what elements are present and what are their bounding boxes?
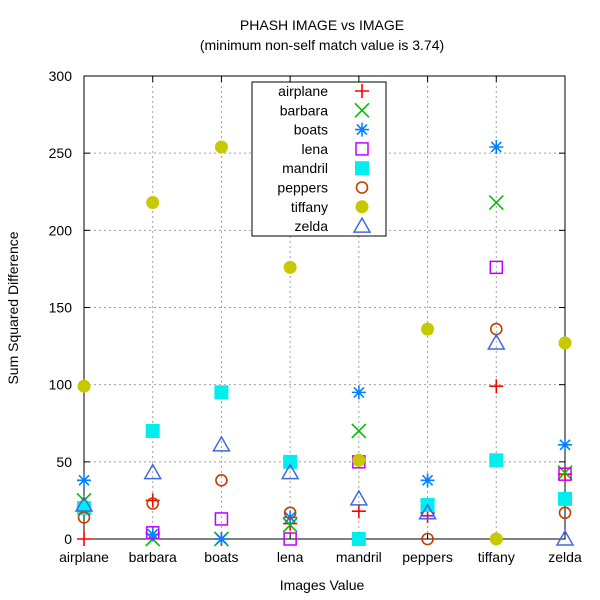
y-tick-label: 250	[49, 145, 73, 161]
point-boats-barbara	[145, 527, 160, 542]
point-lena-tiffany	[489, 260, 504, 275]
x-axis-label: Images Value	[280, 577, 365, 593]
series-barbara	[76, 194, 573, 547]
point-zelda-tiffany	[486, 333, 506, 350]
legend: airplane barbara boats lena mandril peppers ti…	[251, 81, 387, 237]
legend-marker-boats	[355, 122, 369, 137]
point-peppers-barbara	[146, 497, 160, 510]
point-mandril-mandril	[351, 532, 366, 546]
x-tick-label: tiffany	[478, 549, 515, 565]
point-tiffany-tiffany	[489, 532, 503, 546]
point-lena-zelda	[558, 467, 572, 481]
point-boats-zelda	[558, 437, 572, 452]
legend-label: boats	[294, 122, 328, 138]
point-barbara-lena	[282, 517, 298, 533]
x-tick-label: mandril	[336, 549, 382, 565]
legend-marker-airplane	[355, 84, 369, 98]
point-tiffany-barbara	[146, 196, 160, 210]
point-zelda-boats	[212, 435, 231, 452]
point-barbara-mandril	[351, 423, 367, 439]
point-tiffany-peppers	[421, 322, 435, 336]
legend-marker-peppers	[355, 181, 369, 194]
point-mandril-zelda	[558, 491, 572, 506]
point-zelda-zelda	[555, 529, 575, 546]
legend-label: lena	[302, 141, 329, 157]
point-tiffany-mandril	[352, 453, 366, 467]
data-points	[74, 139, 575, 547]
chart-subtitle: (minimum non-self match value is 3.74)	[200, 37, 444, 53]
y-tick-label: 50	[56, 454, 72, 470]
x-tick-label: barbara	[129, 549, 177, 565]
point-airplane-mandril	[351, 504, 366, 519]
point-peppers-airplane	[77, 511, 91, 524]
point-boats-lena	[283, 510, 298, 525]
point-zelda-airplane	[74, 495, 94, 512]
x-tick-labels: airplane barbara boats lena mandril peppers ti…	[59, 549, 582, 565]
point-peppers-zelda	[558, 506, 572, 520]
point-boats-peppers	[420, 473, 435, 488]
point-airplane-tiffany	[489, 379, 504, 394]
x-tick-label: peppers	[402, 549, 453, 565]
plot-border	[83, 75, 566, 540]
point-boats-airplane	[77, 473, 91, 488]
y-axis-label: Sum Squared Difference	[5, 231, 21, 384]
y-tick-label: 150	[49, 300, 73, 316]
point-zelda-barbara	[143, 463, 163, 480]
x-tick-label: airplane	[59, 549, 109, 565]
y-tick-label: 0	[64, 531, 72, 547]
point-tiffany-boats	[214, 140, 228, 154]
legend-marker-mandril	[355, 161, 369, 176]
point-mandril-tiffany	[489, 453, 504, 468]
legend-marker-tiffany	[355, 200, 369, 214]
point-mandril-barbara	[145, 423, 160, 438]
point-lena-lena	[283, 532, 297, 546]
point-airplane-zelda	[558, 467, 572, 482]
point-boats-tiffany	[489, 139, 504, 154]
point-mandril-boats	[214, 385, 229, 400]
point-boats-mandril	[351, 385, 366, 400]
point-lena-barbara	[145, 526, 160, 540]
point-peppers-lena	[283, 506, 297, 520]
legend-marker-zelda	[352, 216, 372, 233]
point-tiffany-zelda	[558, 336, 572, 350]
point-tiffany-airplane	[77, 379, 91, 393]
point-airplane-airplane	[77, 532, 91, 546]
legend-label: peppers	[277, 180, 328, 196]
y-tick-label: 300	[49, 68, 73, 84]
point-mandril-airplane	[77, 501, 91, 516]
point-zelda-mandril	[349, 489, 369, 506]
series-boats	[77, 139, 572, 546]
series-zelda	[74, 333, 575, 546]
legend-label: barbara	[280, 102, 328, 118]
legend-label: tiffany	[291, 199, 328, 215]
point-boats-boats	[214, 532, 229, 546]
y-tick-label: 100	[49, 377, 73, 393]
axes	[83, 75, 566, 540]
legend-label: airplane	[278, 83, 328, 99]
point-tiffany-lena	[283, 260, 297, 274]
point-zelda-lena	[280, 463, 300, 480]
point-peppers-boats	[215, 474, 228, 487]
point-mandril-lena	[283, 454, 298, 469]
y-tick-label: 200	[49, 222, 73, 238]
y-tick-labels: 0 50 100 150 200 250 300	[49, 68, 73, 547]
legend-label: zelda	[295, 218, 329, 234]
legend-marker-lena	[355, 142, 369, 156]
chart-title: PHASH IMAGE vs IMAGE	[240, 17, 404, 33]
legend-marker-barbara	[354, 102, 370, 118]
x-tick-label: zelda	[548, 549, 582, 565]
point-zelda-peppers	[418, 503, 437, 520]
series-tiffany	[77, 140, 572, 546]
point-peppers-peppers	[421, 532, 434, 546]
legend-label: mandril	[282, 160, 328, 176]
point-lena-boats	[214, 512, 229, 526]
x-tick-label: lena	[277, 549, 304, 565]
point-barbara-tiffany	[488, 194, 504, 211]
x-tick-label: boats	[204, 549, 238, 565]
